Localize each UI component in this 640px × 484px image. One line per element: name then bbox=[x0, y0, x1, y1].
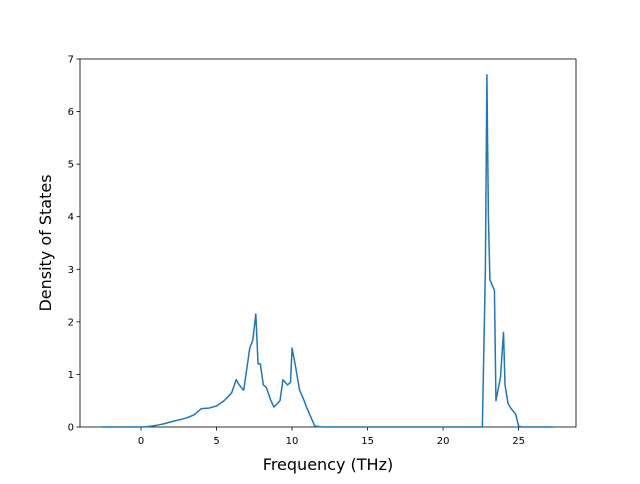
y-tick-label: 3 bbox=[68, 265, 74, 276]
y-tick-label: 7 bbox=[68, 55, 74, 66]
y-tick-label: 5 bbox=[68, 160, 74, 171]
y-tick-label: 2 bbox=[68, 317, 74, 328]
dos-line bbox=[101, 74, 554, 428]
y-tick-label: 6 bbox=[68, 107, 74, 118]
x-tick-label: 0 bbox=[138, 436, 144, 447]
y-tick-label: 1 bbox=[68, 370, 74, 381]
x-axis-label: Frequency (THz) bbox=[263, 455, 393, 474]
y-tick-label: 4 bbox=[68, 212, 74, 223]
plot-frame bbox=[79, 58, 577, 428]
x-tick-label: 15 bbox=[361, 436, 374, 447]
x-tick-label: 5 bbox=[213, 436, 219, 447]
x-tick-label: 10 bbox=[286, 436, 299, 447]
x-tick-label: 20 bbox=[437, 436, 450, 447]
y-tick-label: 0 bbox=[68, 423, 74, 434]
y-axis-label: Density of States bbox=[36, 174, 55, 311]
x-tick-label: 25 bbox=[512, 436, 525, 447]
